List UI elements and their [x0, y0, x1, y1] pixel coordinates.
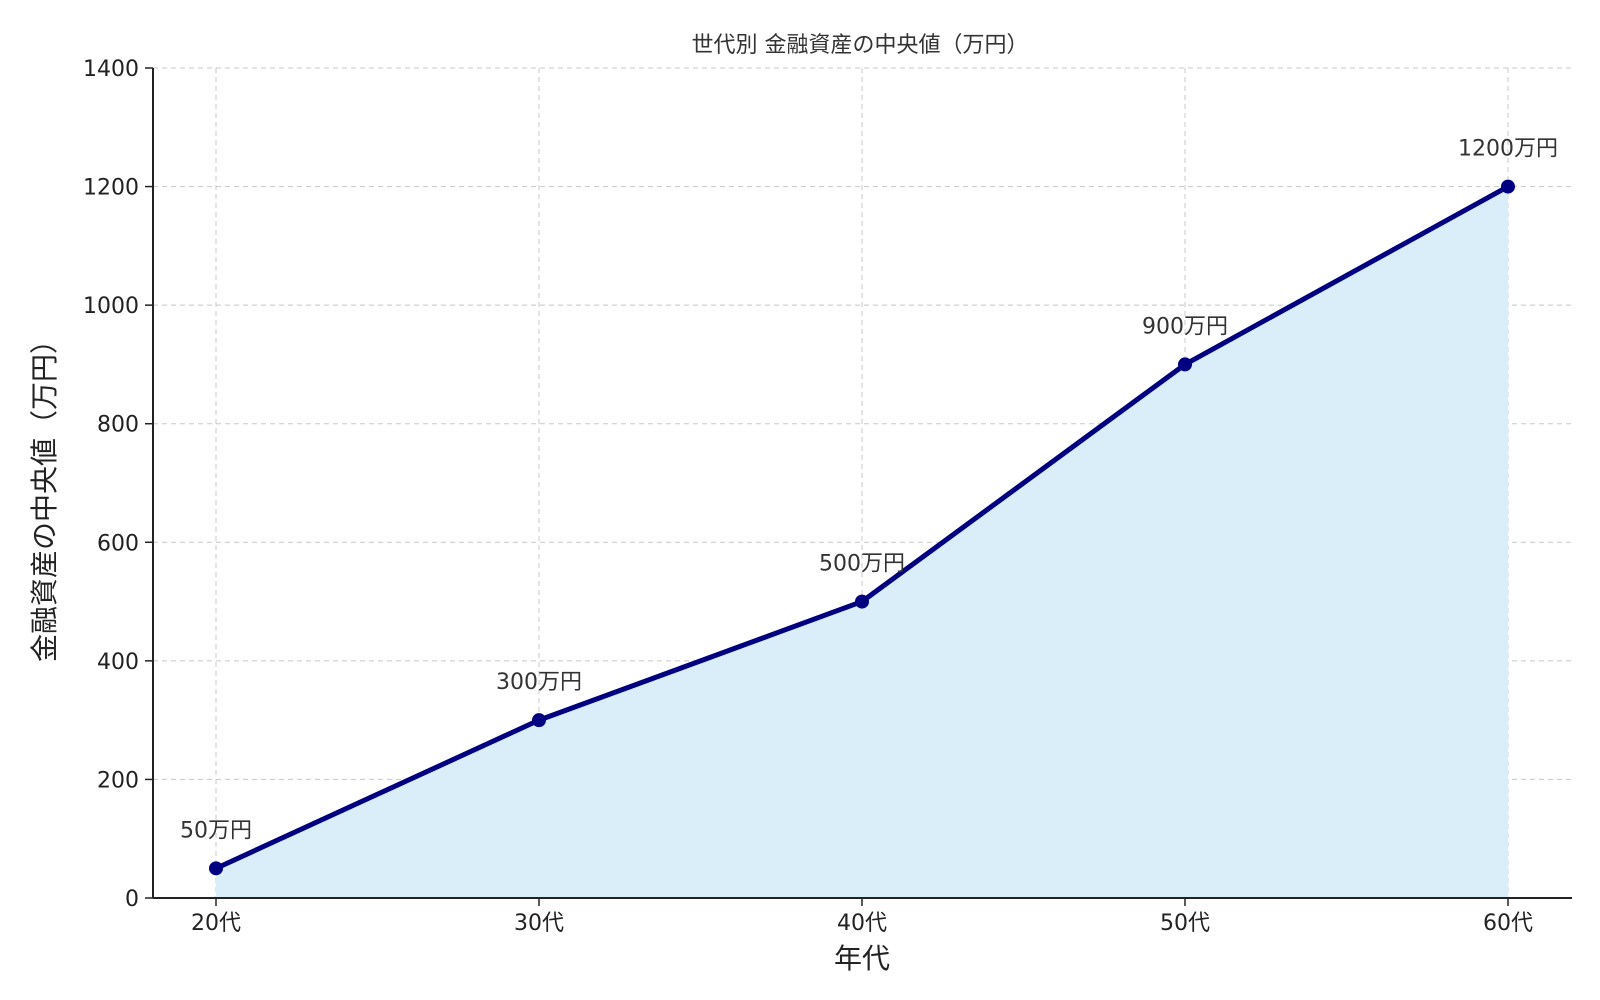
- y-tick-label: 0: [125, 887, 139, 912]
- data-label: 500万円: [819, 552, 905, 577]
- y-tick-label: 800: [97, 413, 139, 438]
- data-label: 50万円: [180, 818, 252, 843]
- data-label: 1200万円: [1458, 137, 1558, 162]
- data-labels-layer: 50万円 300万円 500万円 900万円 1200万円: [180, 137, 1558, 844]
- data-point: [532, 713, 546, 728]
- chart-title: 世代別 金融資産の中央値（万円）: [692, 33, 1029, 58]
- y-tick-label: 1400: [83, 57, 139, 82]
- x-tick-label: 20代: [191, 911, 241, 936]
- data-point: [1178, 357, 1192, 372]
- x-tick-label: 30代: [514, 911, 564, 936]
- data-point: [209, 861, 223, 876]
- y-axis-label: 金融資産の中央値（万円）: [28, 326, 61, 662]
- x-tick-label: 50代: [1160, 911, 1210, 936]
- y-tick-label: 400: [97, 650, 139, 675]
- points-layer: [209, 179, 1515, 876]
- x-tick-label: 60代: [1483, 911, 1533, 936]
- x-tick-label: 40代: [837, 911, 887, 936]
- data-label: 900万円: [1142, 314, 1228, 339]
- y-tick-label: 200: [97, 768, 139, 793]
- x-axis-label: 年代: [834, 942, 890, 975]
- data-label: 300万円: [496, 670, 582, 695]
- y-tick-label: 1000: [83, 294, 139, 319]
- data-point: [855, 594, 869, 609]
- ticks-layer: 0 200 400 600 800 1000 1200 1400 20代 30代 40代 50代 60代: [83, 57, 1533, 936]
- data-point: [1501, 179, 1515, 194]
- y-tick-label: 1200: [83, 176, 139, 201]
- y-tick-label: 600: [97, 531, 139, 556]
